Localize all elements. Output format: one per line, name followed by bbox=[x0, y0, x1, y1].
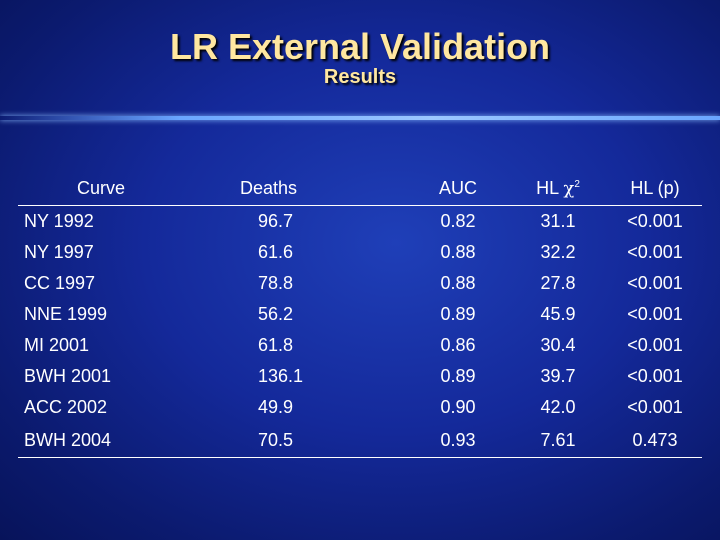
cell-hl-chi2: 7.61 bbox=[508, 423, 608, 458]
header-hl-p: HL (p) bbox=[608, 172, 702, 206]
slide-subtitle: Results bbox=[323, 66, 397, 88]
cell-deaths: 61.8 bbox=[258, 335, 294, 355]
table-row: NNE 1999 56.2 0.89 45.9 <0.001 bbox=[18, 299, 702, 330]
cell-curve: NY 1997 bbox=[24, 242, 94, 262]
cell-auc: 0.86 bbox=[440, 335, 476, 355]
cell-curve: ACC 2002 bbox=[24, 397, 108, 417]
results-table: Curve Deaths AUC HL χ2 HL (p) NY 1992 96.… bbox=[18, 172, 702, 458]
cell-hl-p: <0.001 bbox=[627, 242, 683, 262]
table-row: BWH 2001 136.1 0.89 39.7 <0.001 bbox=[18, 361, 702, 392]
table-row: MI 2001 61.8 0.86 30.4 <0.001 bbox=[18, 330, 702, 361]
cell-deaths: 70.5 bbox=[184, 423, 408, 458]
header-auc: AUC bbox=[408, 172, 508, 206]
cell-hl-chi2: 27.8 bbox=[540, 273, 576, 293]
table-body: NY 1992 96.7 0.82 31.1 <0.001 NY 1997 61.6 0.88… bbox=[18, 206, 702, 458]
chi-superscript: 2 bbox=[574, 179, 580, 190]
cell-hl-chi2: 31.1 bbox=[540, 211, 576, 231]
table-row: CC 1997 78.8 0.88 27.8 <0.001 bbox=[18, 268, 702, 299]
cell-curve: CC 1997 bbox=[24, 273, 96, 293]
cell-auc: 0.89 bbox=[440, 304, 476, 324]
cell-deaths: 56.2 bbox=[258, 304, 294, 324]
cell-curve: MI 2001 bbox=[24, 335, 90, 355]
cell-curve: NNE 1999 bbox=[24, 304, 108, 324]
cell-auc: 0.82 bbox=[440, 211, 476, 231]
table-row: BWH 2004 70.5 0.93 7.61 0.473 bbox=[18, 423, 702, 458]
cell-auc: 0.88 bbox=[440, 242, 476, 262]
slide-title: LR External Validation bbox=[169, 26, 551, 67]
cell-auc: 0.90 bbox=[440, 397, 476, 417]
cell-deaths: 61.6 bbox=[258, 242, 294, 262]
cell-hl-chi2: 39.7 bbox=[540, 366, 576, 386]
cell-hl-p: <0.001 bbox=[627, 304, 683, 324]
cell-hl-chi2: 42.0 bbox=[540, 397, 576, 417]
cell-auc: 0.93 bbox=[408, 423, 508, 458]
header-hl-prefix: HL bbox=[536, 178, 564, 198]
chi-symbol: χ bbox=[563, 178, 575, 199]
cell-curve: NY 1992 bbox=[24, 211, 94, 231]
header-deaths: Deaths bbox=[184, 172, 408, 206]
cell-deaths: 136.1 bbox=[258, 366, 304, 386]
table-row: NY 1997 61.6 0.88 32.2 <0.001 bbox=[18, 237, 702, 268]
table-row: NY 1992 96.7 0.82 31.1 <0.001 bbox=[18, 206, 702, 238]
cell-hl-p: <0.001 bbox=[627, 211, 683, 231]
cell-deaths: 96.7 bbox=[258, 211, 294, 231]
title-divider bbox=[0, 116, 720, 120]
cell-auc: 0.89 bbox=[440, 366, 476, 386]
cell-auc: 0.88 bbox=[440, 273, 476, 293]
cell-hl-chi2: 45.9 bbox=[540, 304, 576, 324]
cell-deaths: 49.9 bbox=[258, 397, 294, 417]
table-header-row: Curve Deaths AUC HL χ2 HL (p) bbox=[18, 172, 702, 206]
cell-deaths: 78.8 bbox=[258, 273, 294, 293]
cell-hl-chi2: 30.4 bbox=[540, 335, 576, 355]
cell-hl-p: <0.001 bbox=[627, 397, 683, 417]
header-hl-chi2: HL χ2 bbox=[508, 172, 608, 206]
table-row: ACC 2002 49.9 0.90 42.0 <0.001 bbox=[18, 392, 702, 423]
cell-curve: BWH 2004 bbox=[18, 423, 184, 458]
header-curve: Curve bbox=[18, 172, 184, 206]
results-table-container: Curve Deaths AUC HL χ2 HL (p) NY 1992 96.… bbox=[18, 172, 702, 458]
cell-hl-chi2: 32.2 bbox=[540, 242, 576, 262]
cell-hl-p: 0.473 bbox=[608, 423, 702, 458]
cell-hl-p: <0.001 bbox=[627, 335, 683, 355]
cell-curve: BWH 2001 bbox=[24, 366, 112, 386]
cell-hl-p: <0.001 bbox=[627, 366, 683, 386]
cell-hl-p: <0.001 bbox=[627, 273, 683, 293]
